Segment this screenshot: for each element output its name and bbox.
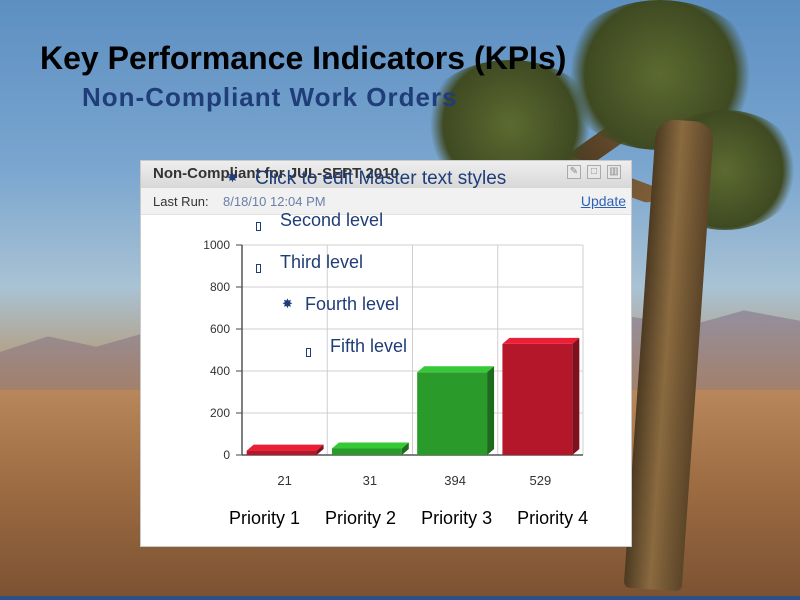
maximize-icon[interactable]: □ bbox=[587, 165, 601, 179]
edit-icon[interactable]: ✎ bbox=[567, 165, 581, 179]
priority-labels: Priority 1 Priority 2 Priority 3 Priorit… bbox=[229, 506, 609, 530]
y-tick-label: 1000 bbox=[203, 238, 230, 252]
bullet-box-icon bbox=[306, 341, 311, 362]
x-tick-label: 529 bbox=[530, 473, 552, 488]
slide-title: Key Performance Indicators (KPIs) bbox=[40, 40, 567, 76]
bar-top bbox=[246, 444, 324, 451]
bar bbox=[502, 343, 573, 455]
y-tick-label: 800 bbox=[210, 280, 230, 294]
outline-level-2: Second level bbox=[256, 210, 383, 231]
outline-level-4-text: Fourth level bbox=[305, 294, 400, 314]
bullet-box-icon bbox=[256, 257, 261, 278]
last-run-label: Last Run: bbox=[153, 194, 209, 209]
priority-label: Priority 3 bbox=[421, 508, 493, 528]
priority-label: Priority 2 bbox=[325, 508, 397, 528]
panel-header: Non-Compliant for JUL-SEPT 2010 ✎ □ ▥ bbox=[141, 161, 631, 189]
outline-level-2-text: Second level bbox=[280, 210, 384, 230]
last-run-value: 8/18/10 12:04 PM bbox=[223, 194, 326, 209]
priority-label: Priority 1 bbox=[229, 508, 301, 528]
bullet-star-icon: ✸ bbox=[227, 170, 238, 185]
delete-icon[interactable]: ▥ bbox=[607, 165, 621, 179]
outline-level-5-text: Fifth level bbox=[330, 336, 408, 356]
bar-top bbox=[331, 442, 409, 449]
bar bbox=[417, 372, 488, 455]
bar-top bbox=[417, 366, 495, 373]
outline-level-1-text: Click to edit Master text styles bbox=[255, 168, 507, 189]
y-tick-label: 0 bbox=[223, 448, 230, 462]
x-tick-label: 31 bbox=[363, 473, 377, 488]
panel-tools: ✎ □ ▥ bbox=[567, 165, 621, 179]
panel-meta: Last Run: 8/18/10 12:04 PM Update bbox=[141, 188, 631, 215]
update-link[interactable]: Update bbox=[580, 193, 626, 209]
bar bbox=[331, 448, 402, 455]
outline-level-3: Third level bbox=[256, 252, 363, 273]
bar-side bbox=[316, 444, 324, 455]
bottom-bar bbox=[0, 596, 800, 600]
bar bbox=[246, 450, 317, 455]
outline-level-1: ✸ Click to edit Master text styles bbox=[227, 168, 507, 190]
outline-level-5: Fifth level bbox=[306, 336, 407, 357]
y-tick-label: 200 bbox=[210, 406, 230, 420]
bullet-box-icon bbox=[256, 215, 261, 236]
bar-chart: 0 200 400 600 800 1000 21 31 394 529 bbox=[203, 238, 584, 488]
x-tick-label: 21 bbox=[277, 473, 291, 488]
bullet-star-icon: ✸ bbox=[282, 296, 293, 311]
x-tick-label: 394 bbox=[444, 473, 466, 488]
bar-side bbox=[487, 366, 495, 455]
bar-side bbox=[572, 337, 580, 455]
priority-label: Priority 4 bbox=[517, 508, 589, 528]
outline-level-3-text: Third level bbox=[280, 252, 364, 272]
chart-panel: Non-Compliant for JUL-SEPT 2010 ✎ □ ▥ La… bbox=[140, 160, 632, 547]
bar-side bbox=[401, 442, 409, 455]
bar-top bbox=[502, 337, 580, 344]
outline-level-4: ✸ Fourth level bbox=[282, 294, 399, 315]
slide-subtitle: Non-Compliant Work Orders bbox=[82, 82, 458, 112]
panel-title: Non-Compliant for JUL-SEPT 2010 bbox=[153, 165, 399, 182]
y-tick-label: 600 bbox=[210, 322, 230, 336]
y-tick-label: 400 bbox=[210, 364, 230, 378]
